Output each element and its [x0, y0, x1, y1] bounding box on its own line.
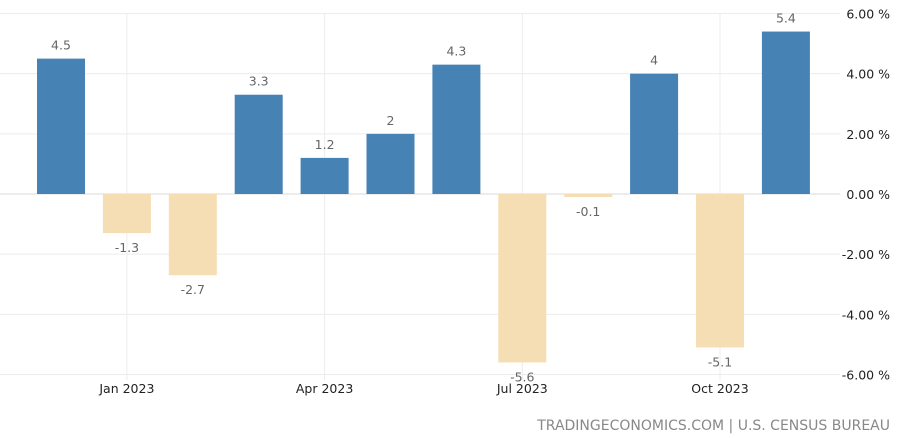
data-label: 5.4 — [776, 11, 796, 26]
bar-mar-2023 — [234, 94, 283, 194]
data-label: 3.3 — [249, 74, 269, 89]
y-tick-label: -4.00 % — [842, 307, 890, 322]
bar-dec-2022 — [37, 58, 85, 194]
data-label: -0.1 — [576, 204, 600, 219]
x-tick-label: Oct 2023 — [691, 381, 748, 396]
x-tick-label: Apr 2023 — [296, 381, 353, 396]
y-tick-label: -6.00 % — [842, 368, 890, 383]
x-tick-label: Jul 2023 — [496, 381, 548, 396]
bar-may-2023 — [366, 133, 415, 194]
y-tick-label: 2.00 % — [846, 127, 890, 142]
data-label: 1.2 — [315, 137, 335, 152]
bar-oct-2023 — [696, 194, 744, 348]
data-label: 4.5 — [51, 38, 71, 53]
bar-aug-2023 — [564, 194, 613, 198]
bar-nov-2023 — [761, 31, 810, 194]
data-label: -1.3 — [115, 240, 139, 255]
data-label: 2 — [387, 113, 395, 128]
bar-sep-2023 — [630, 73, 679, 194]
bar-jan-2023 — [102, 194, 151, 234]
bar-jul-2023 — [498, 194, 547, 363]
x-tick-label: Jan 2023 — [98, 381, 154, 396]
y-tick-label: 0.00 % — [846, 187, 890, 202]
bar-jun-2023 — [432, 64, 481, 195]
source-credit: TRADINGECONOMICS.COM | U.S. CENSUS BUREA… — [536, 418, 890, 434]
data-label: -5.1 — [708, 354, 732, 369]
data-label: -2.7 — [181, 282, 205, 297]
y-tick-label: -2.00 % — [842, 247, 890, 262]
bar-feb-2023 — [168, 194, 217, 276]
y-tick-label: 6.00 % — [846, 7, 890, 22]
data-label: 4.3 — [446, 44, 466, 59]
data-label: 4 — [650, 53, 658, 68]
bar-apr-2023 — [300, 157, 349, 194]
data-label: -5.6 — [510, 369, 534, 384]
y-tick-label: 4.00 % — [846, 67, 890, 82]
